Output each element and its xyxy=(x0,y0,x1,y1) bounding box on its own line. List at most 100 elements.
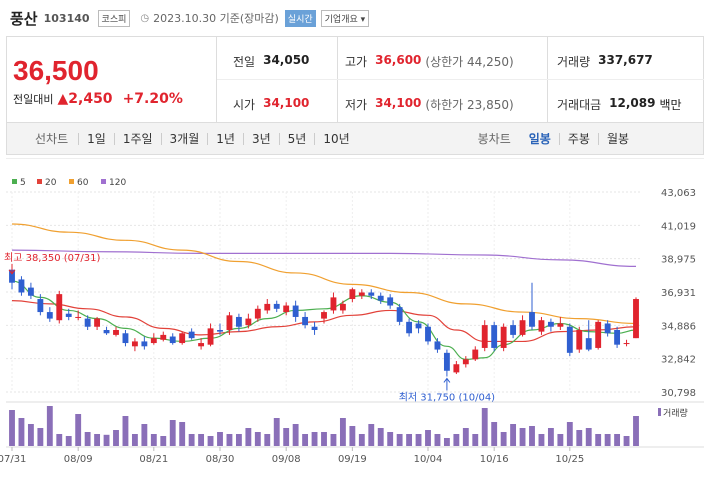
tab-3m[interactable]: 3개월 xyxy=(160,132,208,145)
legend-label: 5 xyxy=(20,178,26,188)
volume-bar xyxy=(358,434,365,446)
candle-body xyxy=(65,313,72,317)
candle-body xyxy=(179,333,186,344)
volume-legend-label: 거래량 xyxy=(663,407,688,419)
volume-bar xyxy=(273,418,280,446)
volume-bar xyxy=(122,416,129,446)
legend-swatch xyxy=(37,179,42,184)
candle-body xyxy=(349,289,356,300)
legend-label: 120 xyxy=(109,178,126,188)
chart-period-tabs: 선차트 1일 1주일 3개월 1년 3년 5년 10년 봉차트 일봉 주봉 월봉 xyxy=(6,123,704,155)
candle-body xyxy=(510,325,517,335)
candle-body xyxy=(585,338,592,350)
candle-body xyxy=(529,312,535,327)
legend-swatch xyxy=(101,179,106,184)
volume-bar xyxy=(576,430,583,446)
volume-legend-swatch xyxy=(658,408,661,416)
tab-1d[interactable]: 1일 xyxy=(78,132,114,145)
annotations: 최고 38,350 (07/31) 최저 31,750 (10/04) xyxy=(4,252,495,404)
volume-bar xyxy=(113,430,119,446)
candle-body xyxy=(264,303,271,311)
candle-body xyxy=(358,292,365,296)
candle-body xyxy=(150,338,157,344)
stat-label: 저가 xyxy=(345,98,368,112)
volume-bar xyxy=(37,428,44,446)
chevron-down-icon: ▾ xyxy=(360,14,366,25)
volume-bar xyxy=(406,434,413,446)
y-tick-label: 30,798 xyxy=(661,388,696,399)
x-tick-label: 08/21 xyxy=(139,454,168,465)
stat-low: 저가 34,100 (하한가 23,850) xyxy=(345,96,514,113)
volume-bar xyxy=(9,410,15,446)
stock-code: 103140 xyxy=(43,11,90,25)
candle-body xyxy=(113,330,119,335)
candle-body xyxy=(387,297,394,306)
candle-body xyxy=(519,320,526,335)
candle-body xyxy=(226,315,233,331)
tab-1w[interactable]: 1주일 xyxy=(113,132,161,145)
tab-weekly[interactable]: 주봉 xyxy=(558,132,598,145)
stock-header: 풍산 103140 코스피 ◷ 2023.10.30 기준(장마감) 실시간 기… xyxy=(0,0,704,36)
candle-body xyxy=(443,352,450,371)
candle-body xyxy=(604,323,611,334)
candle-body xyxy=(396,307,403,322)
y-axis: 43,063 41,019 38,975 36,931 34,886 32,842 30,7… xyxy=(661,188,696,399)
tab-daily[interactable]: 일봉 xyxy=(528,131,551,146)
volume-bar xyxy=(510,424,517,446)
x-tick-label: 10/04 xyxy=(414,454,443,465)
candle-body xyxy=(94,318,101,327)
stat-prev: 전일 34,050 xyxy=(233,53,309,70)
volume-bar xyxy=(519,428,526,446)
volume-bar xyxy=(453,434,460,446)
tab-monthly[interactable]: 월봉 xyxy=(597,132,637,145)
volume-bar xyxy=(254,432,261,446)
tab-3y[interactable]: 3년 xyxy=(242,132,279,145)
candle-body xyxy=(472,349,479,360)
candle-body xyxy=(425,326,431,342)
candle-body xyxy=(37,299,44,313)
volume-bar xyxy=(491,422,498,446)
volume-bar xyxy=(245,428,252,446)
candle-body xyxy=(283,305,290,313)
current-price-box: 36,500 전일대비 ▲ 2,450 +7.20% xyxy=(7,37,217,122)
ma20-line xyxy=(11,300,637,343)
stat-label: 시가 xyxy=(233,98,256,112)
tab-1y[interactable]: 1년 xyxy=(207,132,243,145)
tab-10y[interactable]: 10년 xyxy=(314,132,357,145)
volume-bar xyxy=(264,434,271,446)
candle-body xyxy=(217,330,223,332)
candle-body xyxy=(453,364,460,373)
high-arrow-icon xyxy=(8,269,16,275)
volume-bar xyxy=(311,432,318,446)
upper-limit: (상한가 44,250) xyxy=(425,55,514,69)
volume-bar xyxy=(538,434,545,446)
candle-body xyxy=(9,269,15,283)
volume-bar xyxy=(217,432,223,446)
company-info-dropdown[interactable]: 기업개요 ▾ xyxy=(320,9,370,27)
candle-body xyxy=(633,299,639,339)
line-chart-title: 선차트 xyxy=(35,132,69,146)
volume-bar xyxy=(169,420,176,446)
lower-limit: (하한가 23,850) xyxy=(425,98,514,112)
stat-label: 전일 xyxy=(233,55,256,69)
stat-volume: 거래량 337,677 xyxy=(557,53,653,70)
x-tick-label: 10/25 xyxy=(555,454,584,465)
stat-label: 거래량 xyxy=(557,55,591,69)
change-label: 전일대비 xyxy=(13,93,54,106)
candle-body xyxy=(27,287,34,296)
volume-bar xyxy=(585,428,592,446)
volume-bar xyxy=(207,436,214,446)
candle-body xyxy=(245,318,252,326)
candles xyxy=(9,268,639,377)
volume-bar xyxy=(65,436,72,446)
candle-body xyxy=(614,330,621,345)
candle-body xyxy=(103,330,110,334)
candle-body xyxy=(538,320,545,332)
moving-average-lines xyxy=(11,223,637,360)
volume-bar xyxy=(131,434,138,446)
x-axis: 07/31 08/09 08/21 08/30 09/08 09/19 10/04 10/16… xyxy=(0,447,584,465)
volume-bar xyxy=(604,434,611,446)
tab-5y[interactable]: 5년 xyxy=(278,132,315,145)
realtime-button[interactable]: 실시간 xyxy=(284,9,316,27)
x-tick-label: 09/19 xyxy=(338,454,367,465)
